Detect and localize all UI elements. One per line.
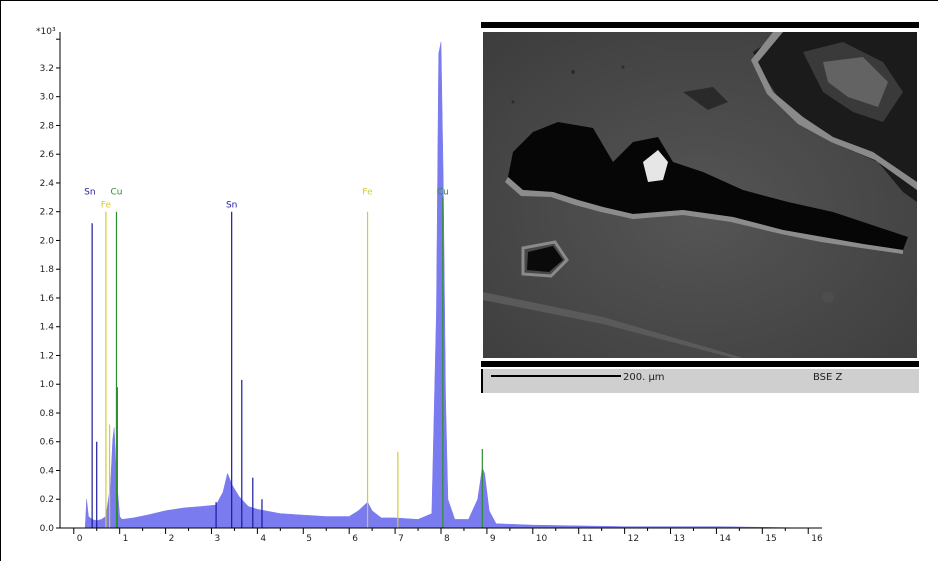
peak-label-fe-4: Fe [362, 187, 373, 197]
x-tick-label-9: 9 [490, 534, 496, 544]
x-tick-label-11: 11 [582, 534, 593, 544]
x-tick-label-0: 0 [77, 534, 83, 544]
y-tick-label-5: 1.0 [40, 380, 55, 390]
y-tick-label-10: 2.0 [40, 236, 55, 246]
x-tick-label-2: 2 [169, 534, 175, 544]
peak-label-cu-1: Cu [110, 187, 122, 197]
y-tick-label-7: 1.4 [40, 323, 55, 333]
spectrum-area-layer [73, 42, 809, 529]
x-tick-label-5: 5 [306, 534, 312, 544]
x-tick-label-3: 3 [214, 534, 220, 544]
sem-separator-bar [481, 361, 919, 367]
sem-scale-label: 200. µm [623, 372, 665, 383]
x-tick-label-10: 10 [536, 534, 548, 544]
y-tick-layer: 0.0 0.2 0.4 0.6 0.8 1.0 1.2 1.4 1.6 1.8 2.0 2.2 2.4 2… [40, 38, 60, 534]
x-tick-label-8: 8 [444, 534, 450, 544]
x-tick-label-15: 15 [765, 534, 776, 544]
y-tick-label-4: 0.8 [40, 409, 55, 419]
x-tick-label-7: 7 [398, 534, 404, 544]
x-tick-label-1: 1 [123, 534, 129, 544]
micrograph-picture [483, 32, 917, 358]
y-multiplier-label: *10³ [36, 27, 56, 37]
y-tick-label-1: 0.2 [40, 495, 54, 505]
sem-info-footer: 200. µm BSE Z [481, 369, 919, 393]
y-tick-label-9: 1.8 [40, 265, 55, 275]
peak-label-layer: Sn Cu Fe Sn Fe Cu [84, 187, 449, 210]
x-tick-label-4: 4 [260, 534, 266, 544]
y-tick-label-14: 2.8 [40, 121, 55, 131]
y-tick-label-0: 0.0 [40, 524, 55, 534]
sem-micrograph-image [483, 32, 917, 358]
y-tick-label-8: 1.6 [40, 294, 55, 304]
peak-label-sn-0: Sn [84, 187, 95, 197]
y-tick-label-6: 1.2 [40, 351, 54, 361]
y-tick-label-16: 3.2 [40, 64, 54, 74]
sem-scale-bar [491, 375, 621, 377]
y-tick-label-3: 0.6 [40, 438, 55, 448]
peak-label-fe-2: Fe [101, 200, 112, 210]
peak-label-cu-5: Cu [437, 187, 449, 197]
y-tick-label-2: 0.4 [40, 466, 55, 476]
y-tick-label-15: 3.0 [40, 93, 55, 103]
sem-micrograph-panel: 200. µm BSE Z [481, 22, 919, 393]
peak-label-sn-3: Sn [226, 200, 237, 210]
x-tick-label-13: 13 [674, 534, 685, 544]
spectrum-area [73, 42, 809, 529]
x-tick-layer: 0 1 2 3 4 5 6 7 8 9 10 11 12 13 14 15 16 [73, 528, 823, 544]
x-tick-label-6: 6 [352, 534, 358, 544]
sem-top-bar [481, 22, 919, 28]
element-marker-layer [91, 197, 483, 528]
x-tick-label-14: 14 [719, 534, 731, 544]
x-tick-label-12: 12 [628, 534, 639, 544]
y-tick-label-13: 2.6 [40, 150, 55, 160]
x-tick-label-16: 16 [811, 534, 823, 544]
y-tick-label-11: 2.2 [40, 208, 54, 218]
y-tick-label-12: 2.4 [40, 179, 55, 189]
sem-mode-label: BSE Z [813, 372, 843, 383]
